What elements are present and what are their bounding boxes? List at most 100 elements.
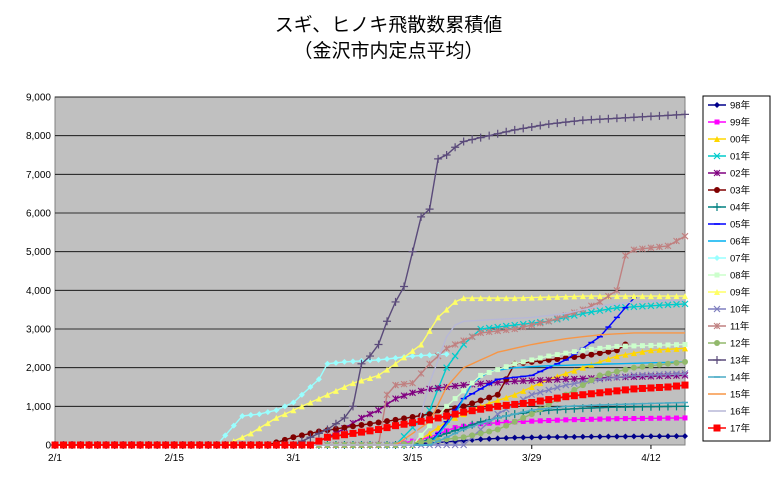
data-point [546, 353, 552, 359]
data-point [102, 441, 110, 449]
data-point [383, 391, 391, 399]
data-point [613, 368, 620, 375]
data-point [348, 402, 357, 411]
data-point [469, 295, 476, 302]
data-point [323, 425, 332, 434]
data-point [366, 410, 374, 418]
data-point [639, 348, 646, 355]
data-point [442, 151, 451, 159]
data-point [494, 327, 502, 335]
data-point [452, 298, 459, 305]
data-point [366, 352, 374, 361]
data-point [629, 113, 638, 122]
data-point [213, 441, 221, 449]
legend-marker [713, 203, 721, 211]
y-tick-label: 1,000 [26, 402, 51, 413]
data-point [409, 419, 417, 427]
data-point [639, 302, 646, 310]
data-point [544, 120, 553, 129]
data-point [622, 416, 628, 422]
legend-label: 16年 [730, 406, 751, 418]
y-tick-label: 9,000 [26, 93, 51, 104]
data-point [519, 399, 527, 407]
data-point [545, 434, 552, 441]
data-point [528, 398, 536, 406]
data-point [647, 433, 654, 440]
data-point [562, 393, 570, 401]
data-point [520, 414, 527, 421]
data-point [537, 355, 543, 361]
data-point [545, 317, 553, 325]
data-point [85, 441, 93, 449]
data-point [630, 433, 637, 440]
data-point [536, 376, 544, 384]
y-axis: 0 1,000 2,000 3,000 4,000 5,000 6,000 7,000 8,00… [26, 93, 51, 452]
data-point [256, 425, 263, 432]
data-point [554, 293, 561, 300]
data-point [340, 413, 349, 422]
data-point [392, 416, 399, 423]
data-point [681, 110, 689, 119]
data-point [595, 115, 604, 124]
data-point [443, 344, 451, 352]
x-tick-label: 3/1 [286, 453, 300, 464]
legend-marker [714, 102, 720, 108]
data-point [673, 293, 680, 300]
legend-item: 08年 [708, 270, 751, 282]
data-point [409, 347, 416, 354]
data-point [647, 302, 655, 310]
data-point [604, 374, 612, 382]
data-point [170, 441, 178, 449]
data-point [647, 362, 654, 369]
data-point [528, 434, 535, 441]
data-point [511, 325, 519, 333]
data-point [383, 424, 391, 432]
data-point [443, 306, 450, 313]
data-point [418, 341, 425, 348]
data-point [314, 429, 323, 438]
data-point [622, 351, 629, 358]
data-point [383, 317, 392, 326]
y-tick-label: 3,000 [26, 325, 51, 336]
data-point [503, 364, 509, 370]
data-point [579, 433, 586, 440]
data-point [187, 441, 195, 449]
legend-item: 14年 [708, 372, 751, 384]
data-point [77, 441, 85, 449]
data-point [545, 386, 553, 394]
data-point [554, 352, 560, 358]
x-tick-label: 3/29 [522, 453, 542, 464]
data-point [596, 433, 603, 440]
data-point [357, 359, 366, 368]
data-point [503, 419, 509, 425]
data-point [485, 328, 493, 336]
data-point [290, 434, 297, 441]
data-point [554, 355, 561, 362]
data-point [622, 252, 629, 259]
data-point [570, 117, 579, 126]
data-point [486, 394, 493, 401]
data-point [426, 438, 433, 445]
data-point [604, 292, 612, 300]
data-point [409, 353, 416, 360]
data-point [682, 293, 688, 300]
y-tick-label: 2,000 [26, 363, 51, 374]
data-point [682, 415, 688, 421]
legend-item: 05年 [708, 219, 751, 231]
data-point [426, 352, 433, 359]
data-point [621, 386, 629, 394]
data-point [298, 391, 305, 398]
data-point [656, 243, 663, 251]
data-point [681, 402, 689, 411]
data-point [332, 432, 340, 440]
data-point [519, 323, 527, 331]
legend-item: 04年 [708, 202, 751, 214]
data-point [613, 387, 621, 395]
legend-marker [713, 152, 721, 160]
data-point [392, 360, 399, 367]
data-point [366, 427, 374, 435]
x-tick-label: 2/1 [48, 453, 62, 464]
legend-item: 15年 [708, 389, 751, 401]
data-point [469, 380, 475, 386]
data-point [673, 415, 679, 421]
